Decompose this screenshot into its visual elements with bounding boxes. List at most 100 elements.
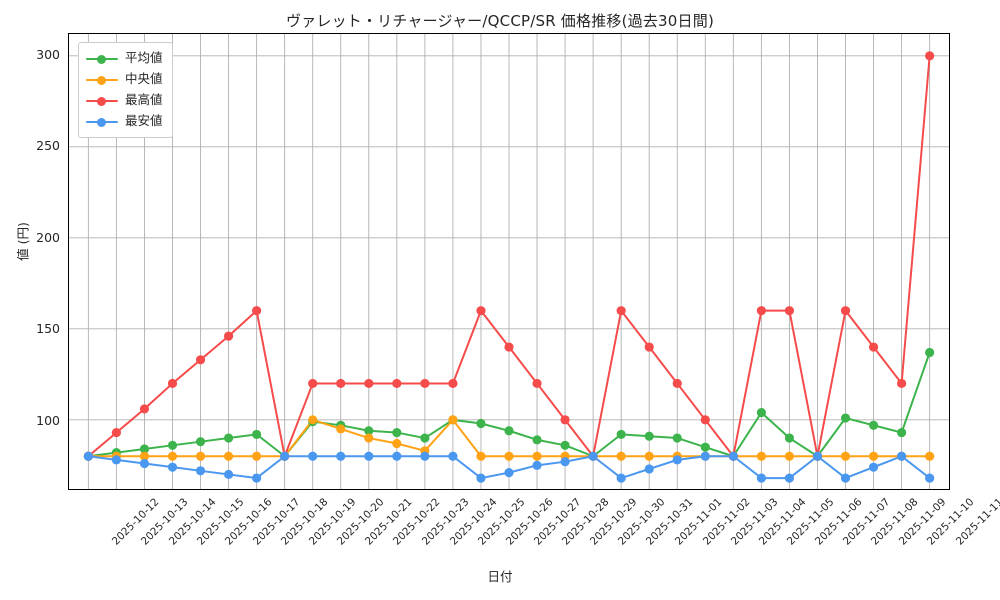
data-point-marker xyxy=(897,451,907,461)
data-point-marker xyxy=(868,342,879,352)
plot-svg xyxy=(69,34,949,489)
data-point-marker xyxy=(672,455,682,465)
data-point-marker xyxy=(420,433,430,443)
data-point-marker xyxy=(364,378,374,389)
data-point-marker xyxy=(448,451,458,461)
data-point-marker xyxy=(644,464,654,474)
data-point-marker xyxy=(392,451,402,461)
data-point-marker xyxy=(700,442,710,452)
grid-lines xyxy=(69,34,949,489)
data-point-marker xyxy=(167,462,178,472)
data-point-marker xyxy=(364,433,374,443)
data-point-marker xyxy=(167,440,178,450)
data-point-marker xyxy=(616,473,626,483)
data-point-marker xyxy=(588,451,598,461)
data-point-marker xyxy=(925,51,935,61)
data-point-marker xyxy=(336,424,346,434)
data-point-marker xyxy=(840,451,851,461)
data-point-marker xyxy=(532,460,542,470)
data-point-marker xyxy=(560,440,570,450)
legend-item[interactable]: 最高値 xyxy=(86,90,163,111)
data-point-marker xyxy=(504,468,514,478)
x-axis-label: 日付 xyxy=(487,569,513,584)
y-tick-label: 200 xyxy=(36,229,60,245)
data-point-marker xyxy=(897,427,907,438)
data-point-marker xyxy=(672,378,682,389)
data-point-marker xyxy=(532,378,542,389)
data-point-marker xyxy=(616,306,626,316)
chart-title: ヴァレット・リチャージャー/QCCP/SR 価格推移(過去30日間) xyxy=(285,12,714,30)
data-point-marker xyxy=(868,451,879,461)
data-point-marker xyxy=(756,407,766,418)
legend-item[interactable]: 平均値 xyxy=(86,48,163,69)
legend-item-label: 最安値 xyxy=(125,113,163,129)
data-point-marker xyxy=(925,451,935,461)
data-point-marker xyxy=(111,455,121,465)
data-point-marker xyxy=(476,418,486,429)
data-point-marker xyxy=(504,451,514,461)
data-point-marker xyxy=(868,420,879,430)
data-point-marker xyxy=(167,378,178,389)
data-point-marker xyxy=(840,306,851,316)
y-tick-label: 150 xyxy=(36,321,60,337)
chart-legend: 平均値中央値最高値最安値 xyxy=(78,42,173,138)
data-point-marker xyxy=(812,451,823,461)
data-point-marker xyxy=(476,306,486,316)
data-point-marker xyxy=(139,451,150,461)
data-point-marker xyxy=(840,473,851,483)
data-point-marker xyxy=(252,451,262,461)
data-point-marker xyxy=(139,404,150,414)
data-point-marker xyxy=(139,458,150,469)
data-point-marker xyxy=(784,433,795,443)
legend-swatch-icon xyxy=(86,53,118,65)
data-point-marker xyxy=(420,451,430,461)
data-point-marker xyxy=(195,451,206,461)
data-point-marker xyxy=(756,473,766,483)
data-point-marker xyxy=(560,457,570,467)
data-point-marker xyxy=(644,451,654,461)
data-point-marker xyxy=(644,342,654,352)
data-point-marker xyxy=(392,438,402,449)
data-point-marker xyxy=(223,433,234,443)
data-point-marker xyxy=(420,378,430,389)
plot-area xyxy=(68,33,950,490)
data-point-marker xyxy=(167,451,178,461)
data-point-marker xyxy=(784,306,795,316)
legend-item[interactable]: 中央値 xyxy=(86,69,163,90)
legend-item[interactable]: 最安値 xyxy=(86,111,163,132)
data-point-marker xyxy=(111,427,121,438)
data-point-marker xyxy=(784,451,795,461)
data-point-marker xyxy=(195,466,206,476)
data-point-marker xyxy=(868,462,879,472)
data-point-marker xyxy=(223,451,234,461)
data-point-marker xyxy=(364,426,374,436)
data-point-marker xyxy=(560,415,570,425)
data-point-marker xyxy=(195,355,206,365)
y-tick-label: 300 xyxy=(36,46,60,62)
data-point-marker xyxy=(252,306,262,316)
data-point-marker xyxy=(532,435,542,445)
data-point-marker xyxy=(897,378,907,389)
data-point-marker xyxy=(700,415,710,425)
data-point-marker xyxy=(700,451,710,461)
data-point-marker xyxy=(476,473,486,483)
data-point-marker xyxy=(784,473,795,483)
legend-item-label: 中央値 xyxy=(125,71,163,87)
legend-swatch-icon xyxy=(86,116,118,128)
data-point-marker xyxy=(336,451,346,461)
data-point-marker xyxy=(308,415,318,425)
data-point-marker xyxy=(195,437,206,447)
legend-swatch-icon xyxy=(86,74,118,86)
legend-item-label: 最高値 xyxy=(125,92,163,108)
data-point-marker xyxy=(308,378,318,389)
data-point-marker xyxy=(476,451,486,461)
data-point-marker xyxy=(756,306,766,316)
data-point-marker xyxy=(616,429,626,439)
legend-item-label: 平均値 xyxy=(125,50,163,66)
data-point-marker xyxy=(644,431,654,441)
data-point-marker xyxy=(280,451,290,461)
data-point-marker xyxy=(308,451,318,461)
data-series-group xyxy=(83,51,935,483)
y-tick-label: 250 xyxy=(36,138,60,154)
data-point-marker xyxy=(840,413,851,423)
